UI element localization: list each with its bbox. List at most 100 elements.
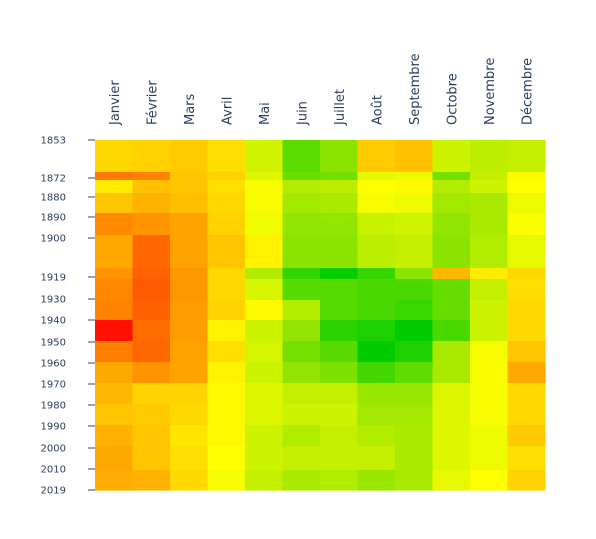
heatmap-cell: [320, 383, 359, 405]
y-tick-label: 1880: [41, 193, 66, 204]
heatmap-cell: [432, 140, 471, 173]
heatmap-cells: [95, 140, 546, 491]
heatmap-cell: [507, 180, 546, 194]
heatmap-cell: [245, 404, 284, 426]
heatmap-cell: [207, 279, 246, 301]
heatmap-cell: [207, 268, 246, 280]
heatmap-cell: [507, 425, 546, 447]
y-tick-label: 2019: [41, 486, 66, 497]
heatmap-cell: [357, 341, 396, 363]
heatmap-cell: [207, 383, 246, 405]
x-tick-label: Juin: [295, 101, 310, 126]
heatmap-cell: [95, 193, 134, 214]
x-tick-label: Novembre: [483, 58, 498, 125]
heatmap-cell: [470, 140, 509, 173]
heatmap-cell: [245, 140, 284, 173]
heatmap-cell: [245, 425, 284, 447]
y-tick-label: 1950: [41, 338, 66, 349]
heatmap-cell: [507, 172, 546, 181]
heatmap-cell: [170, 140, 209, 173]
heatmap-cell: [207, 404, 246, 426]
heatmap-cell: [95, 341, 134, 363]
heatmap-cell: [507, 341, 546, 363]
y-tick-label: 2010: [41, 465, 66, 476]
heatmap-cell: [95, 172, 134, 181]
heatmap-cell: [507, 268, 546, 280]
heatmap-cell: [245, 213, 284, 236]
x-tick-label: Octobre: [445, 73, 460, 125]
heatmap-cell: [432, 425, 471, 447]
heatmap-cell: [432, 279, 471, 301]
heatmap-cell: [282, 300, 321, 321]
heatmap-cell: [432, 446, 471, 471]
heatmap-cell: [95, 425, 134, 447]
heatmap-cell: [132, 320, 171, 342]
heatmap-cell: [320, 268, 359, 280]
y-tick-label: 1872: [41, 174, 66, 185]
heatmap-cell: [470, 320, 509, 342]
heatmap-cell: [507, 320, 546, 342]
heatmap-cell: [207, 341, 246, 363]
heatmap-cell: [132, 446, 171, 471]
y-tick-label: 1970: [41, 380, 66, 391]
heatmap-cell: [432, 383, 471, 405]
heatmap-cell: [282, 341, 321, 363]
heatmap-cell: [245, 235, 284, 269]
heatmap-cell: [95, 180, 134, 194]
heatmap-cell: [207, 235, 246, 269]
heatmap-cell: [132, 213, 171, 236]
heatmap-cell: [207, 425, 246, 447]
heatmap-cell: [170, 235, 209, 269]
heatmap-cell: [432, 172, 471, 181]
heatmap-cell: [132, 341, 171, 363]
heatmap-cell: [357, 404, 396, 426]
heatmap-cell: [132, 268, 171, 280]
heatmap-cell: [132, 383, 171, 405]
heatmap-cell: [395, 404, 434, 426]
heatmap-cell: [320, 213, 359, 236]
heatmap-cell: [132, 193, 171, 214]
heatmap-cell: [95, 268, 134, 280]
heatmap-cell: [357, 362, 396, 384]
heatmap-cell: [245, 320, 284, 342]
heatmap-cell: [132, 140, 171, 173]
heatmap-cell: [357, 446, 396, 471]
heatmap-cell: [245, 279, 284, 301]
heatmap-cell: [170, 213, 209, 236]
heatmap-cell: [470, 383, 509, 405]
heatmap-cell: [170, 172, 209, 181]
x-axis-labels: Janvier Février Mars Avril Mai Juin Juillet Aoû…: [108, 53, 536, 126]
heatmap-cell: [507, 470, 546, 491]
heatmap-cell: [470, 404, 509, 426]
y-tick-label: 1919: [41, 273, 66, 284]
heatmap-cell: [320, 404, 359, 426]
x-tick-label: Juillet: [333, 89, 348, 126]
heatmap-cell: [282, 180, 321, 194]
heatmap-cell: [245, 362, 284, 384]
heatmap-cell: [170, 279, 209, 301]
heatmap-cell: [245, 341, 284, 363]
y-tick-label: 1930: [41, 295, 66, 306]
heatmap-cell: [470, 213, 509, 236]
heatmap-cell: [95, 404, 134, 426]
heatmap-cell: [320, 300, 359, 321]
heatmap-cell: [507, 404, 546, 426]
heatmap-cell: [132, 470, 171, 491]
heatmap-cell: [207, 320, 246, 342]
heatmap-cell: [507, 213, 546, 236]
heatmap-cell: [245, 446, 284, 471]
heatmap-cell: [132, 279, 171, 301]
heatmap-cell: [395, 300, 434, 321]
heatmap-cell: [357, 268, 396, 280]
heatmap-cell: [320, 180, 359, 194]
heatmap-cell: [395, 172, 434, 181]
heatmap-cell: [132, 172, 171, 181]
heatmap-cell: [432, 180, 471, 194]
heatmap-cell: [432, 470, 471, 491]
heatmap-cell: [207, 470, 246, 491]
heatmap-cell: [357, 300, 396, 321]
heatmap-cell: [170, 470, 209, 491]
heatmap-cell: [320, 235, 359, 269]
heatmap-cell: [470, 268, 509, 280]
